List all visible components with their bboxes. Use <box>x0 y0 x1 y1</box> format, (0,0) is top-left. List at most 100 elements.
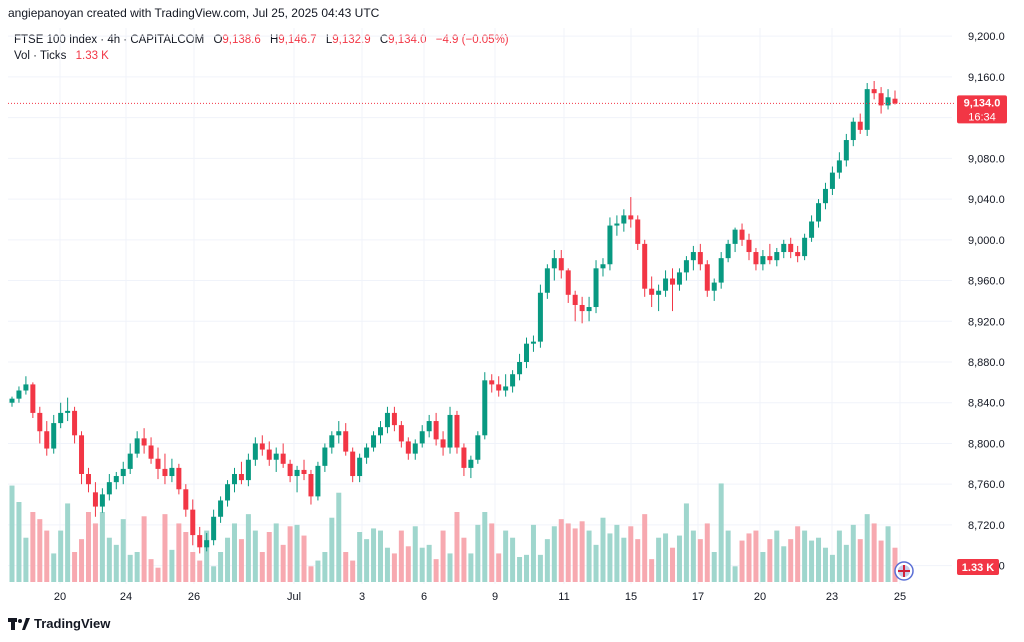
candle-body <box>572 294 578 305</box>
volume-bar <box>530 524 536 582</box>
candle <box>148 437 154 464</box>
candle <box>788 237 794 259</box>
tradingview-brand: TradingView <box>34 616 111 631</box>
uk-flag-icon[interactable] <box>894 561 914 581</box>
candle <box>878 87 884 114</box>
candle <box>843 133 849 167</box>
candle-body <box>690 252 696 261</box>
candle-body <box>628 215 634 220</box>
candle-body <box>440 439 446 448</box>
candle-body <box>510 374 516 387</box>
volume-bar <box>287 526 293 582</box>
time-tick-label: 23 <box>826 591 838 603</box>
time-axis[interactable]: 20 24 26 Jul 3 6 9 11 15 17 20 23 25 <box>54 591 906 603</box>
open-value: 9,138.6 <box>222 34 261 46</box>
candle-body <box>732 229 738 244</box>
price-chart[interactable]: 9,200.09,160.09,120.09,080.09,040.09,000… <box>0 28 1024 610</box>
volume-bar <box>878 540 884 582</box>
candle <box>718 252 724 289</box>
candle-body <box>607 225 613 265</box>
price-tick-label: 8,880.0 <box>968 357 1005 369</box>
candle-body <box>183 489 189 510</box>
volume-bar <box>503 530 509 582</box>
candle <box>211 509 217 546</box>
candle <box>384 406 390 434</box>
candle-body <box>468 459 474 468</box>
volume-bar <box>315 560 321 582</box>
candle <box>315 461 321 501</box>
volume-bar <box>711 552 717 582</box>
candle <box>134 431 140 458</box>
candle-body <box>878 93 884 106</box>
volume-bar <box>572 528 578 582</box>
candle <box>711 278 717 301</box>
candle-body <box>676 272 682 285</box>
candle-body <box>670 278 676 285</box>
candle-body <box>656 290 662 295</box>
candle <box>44 421 50 456</box>
volume-bar <box>433 559 439 582</box>
candle <box>496 376 502 397</box>
candle <box>822 182 828 210</box>
candle <box>753 247 759 271</box>
volume-bar <box>656 537 662 582</box>
volume-bar <box>79 539 85 582</box>
volume-bar <box>510 537 516 582</box>
candle <box>670 268 676 312</box>
volume-bar <box>364 539 370 582</box>
credit-line: angiepanoyan created with TradingView.co… <box>8 6 380 20</box>
close-value: 9,134.0 <box>388 34 427 46</box>
volume-label[interactable]: Vol · Ticks <box>14 50 67 62</box>
volume-bar <box>489 523 495 582</box>
volume-bar <box>169 549 175 582</box>
volume-bar <box>802 530 808 582</box>
candle-body <box>398 425 404 442</box>
candle <box>732 227 738 253</box>
candle <box>65 397 71 422</box>
volume-bar <box>781 546 787 582</box>
candle <box>586 296 592 322</box>
volume-bar <box>155 567 161 582</box>
volume-bar <box>9 485 15 582</box>
candle <box>551 250 557 281</box>
volume-bar <box>197 560 203 582</box>
time-tick-label: 11 <box>558 591 569 603</box>
volume-bar <box>426 544 432 582</box>
candle <box>530 335 536 352</box>
volume-bar <box>280 544 286 582</box>
volume-bar <box>377 530 383 582</box>
candle-body <box>322 447 328 466</box>
volume-bar <box>663 533 669 582</box>
volume-bar <box>447 553 453 582</box>
candle-body <box>357 457 363 477</box>
tradingview-footer[interactable]: TradingView <box>8 616 110 631</box>
candle-body <box>600 264 606 269</box>
candle-body <box>802 237 808 257</box>
candle <box>489 374 495 393</box>
candle-body <box>9 398 15 403</box>
price-tick-label: 9,040.0 <box>968 194 1005 206</box>
candle <box>92 482 98 517</box>
volume-bar <box>628 526 634 582</box>
candle-body <box>308 474 314 497</box>
candle <box>197 526 203 554</box>
candle <box>190 499 196 546</box>
candle-body <box>225 484 231 501</box>
candle <box>565 268 571 303</box>
candle <box>628 197 634 228</box>
candle-body <box>391 412 397 426</box>
candle <box>120 461 126 485</box>
candle-body <box>127 453 133 469</box>
symbol-label[interactable]: FTSE 100 Index · 4h · CAPITALCOM <box>14 34 205 46</box>
change-value: −4.9 (−0.05%) <box>435 34 509 46</box>
volume-bar <box>871 523 877 582</box>
time-tick-label: 9 <box>492 591 498 603</box>
candle-body <box>433 421 439 440</box>
candle <box>301 459 307 481</box>
candle-body <box>892 98 898 104</box>
volume-bar <box>65 503 71 582</box>
high-label: H <box>269 34 279 46</box>
last-price-tag: 9,134.0 16:34 <box>957 95 1007 124</box>
candle <box>287 459 293 483</box>
price-tick-label: 8,760.0 <box>968 479 1005 491</box>
